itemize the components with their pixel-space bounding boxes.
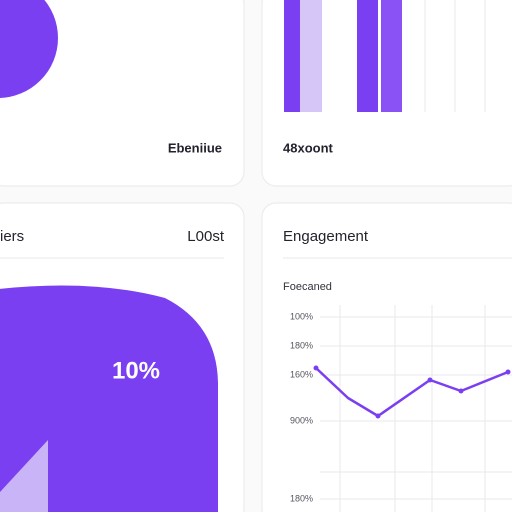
axis-label: 900% (290, 415, 313, 425)
point (427, 377, 433, 383)
card: Ebeniiue (0, 0, 245, 187)
grid (320, 305, 512, 512)
card-title: Engagement (283, 228, 369, 245)
bar (381, 0, 402, 112)
card-background (0, 0, 245, 187)
bar (357, 0, 378, 112)
line-points (313, 365, 511, 419)
card-subtitle: Foecaned (283, 281, 332, 293)
card: iers L00st 10% (0, 202, 245, 512)
point (458, 388, 464, 394)
axis-label: 160% (290, 369, 313, 379)
axis-label: 100% (290, 311, 313, 321)
card: Engagement Foecaned 100% 180% 160% 900% 180% (261, 202, 512, 512)
card: 48xoont (261, 0, 512, 187)
point (505, 369, 511, 375)
pie-shape (0, 0, 58, 98)
card-background (261, 202, 512, 512)
axis-label: 180% (290, 493, 313, 503)
card-value: L00st (187, 228, 225, 245)
figure-label: 10% (112, 357, 160, 384)
card-title: iers (0, 228, 24, 245)
bar (284, 0, 300, 112)
shape (0, 440, 48, 512)
point (313, 365, 319, 371)
axis-labels: 100% 180% 160% 900% 180% (290, 311, 313, 503)
card-label: 48xoont (283, 140, 334, 155)
line (315, 367, 509, 418)
card-label: Ebeniiue (168, 140, 222, 155)
axis-label: 180% (290, 340, 313, 350)
point (375, 413, 381, 419)
bar (300, 0, 322, 112)
